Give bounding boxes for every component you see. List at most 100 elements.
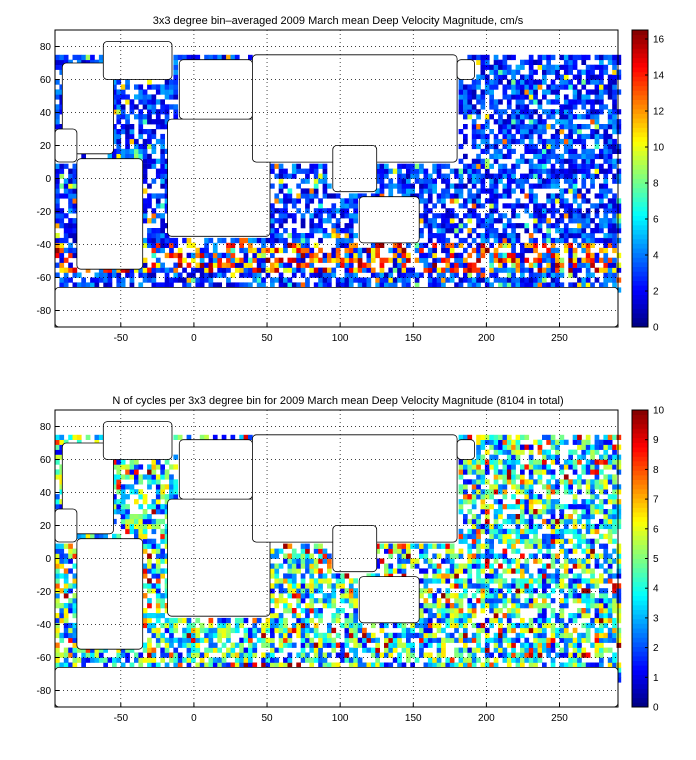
- bin-cell: [480, 588, 486, 594]
- bin-cell: [68, 558, 73, 564]
- bin-cell: [397, 183, 402, 189]
- bin-cell: [555, 613, 560, 619]
- bin-cell: [327, 257, 332, 263]
- bin-cell: [327, 208, 332, 214]
- bin-cell: [340, 257, 345, 263]
- bin-cell: [489, 208, 494, 214]
- bin-cell: [55, 613, 60, 619]
- bin-cell: [546, 183, 551, 189]
- bin-cell: [546, 153, 551, 160]
- bin-cell: [480, 454, 486, 460]
- bin-cell: [484, 469, 490, 475]
- bin-cell: [476, 163, 481, 169]
- bin-cell: [594, 129, 600, 135]
- bin-cell: [318, 272, 323, 278]
- bin-cell: [594, 54, 600, 61]
- bin-cell: [502, 637, 508, 643]
- bin-cell: [572, 114, 578, 120]
- bin-cell: [116, 533, 122, 540]
- bin-cell: [261, 282, 266, 288]
- bin-cell: [90, 59, 95, 65]
- bin-cell: [511, 558, 516, 564]
- bin-cell: [616, 148, 622, 154]
- bin-cell: [348, 218, 354, 224]
- bin-cell: [581, 237, 587, 244]
- bin-cell: [309, 188, 315, 194]
- bin-cell: [239, 282, 244, 288]
- bin-cell: [484, 223, 490, 229]
- bin-cell: [243, 647, 249, 653]
- bin-cell: [120, 514, 126, 520]
- bin-cell: [138, 84, 144, 90]
- bin-cell: [581, 578, 587, 584]
- bin-cell: [305, 168, 310, 174]
- bin-cell: [546, 603, 551, 609]
- bin-cell: [340, 208, 345, 214]
- bin-cell: [155, 233, 161, 239]
- bin-cell: [327, 277, 332, 283]
- bin-cell: [401, 252, 407, 259]
- bin-cell: [362, 642, 367, 648]
- bin-cell: [98, 434, 104, 440]
- bin-cell: [537, 257, 543, 263]
- bin-cell: [555, 538, 560, 544]
- bin-cell: [397, 252, 402, 259]
- bin-cell: [480, 69, 486, 75]
- bin-cell: [577, 489, 582, 495]
- bin-cell: [318, 632, 323, 639]
- bin-cell: [498, 598, 503, 604]
- bin-cell: [445, 163, 451, 169]
- bin-cell: [265, 657, 271, 663]
- bin-cell: [191, 647, 196, 653]
- bin-cell: [537, 444, 543, 450]
- bin-cell: [252, 272, 258, 278]
- bin-cell: [568, 158, 573, 164]
- bin-cell: [502, 228, 508, 234]
- bin-cell: [599, 573, 604, 579]
- bin-cell: [524, 583, 530, 589]
- bin-cell: [502, 504, 508, 510]
- bin-cell: [555, 158, 560, 164]
- bin-cell: [471, 237, 477, 244]
- bin-cell: [476, 129, 481, 135]
- bin-cell: [555, 454, 560, 460]
- bin-cell: [177, 642, 183, 648]
- colorbar-segment: [632, 215, 648, 221]
- bin-cell: [436, 642, 442, 648]
- bin-cell: [568, 464, 573, 470]
- bin-cell: [555, 208, 560, 214]
- bin-cell: [502, 267, 508, 273]
- bin-cell: [274, 193, 280, 199]
- bin-cell: [581, 563, 587, 569]
- bin-cell: [607, 188, 613, 194]
- bin-cell: [498, 484, 503, 490]
- bin-cell: [155, 119, 161, 125]
- bin-cell: [182, 237, 187, 244]
- bin-cell: [445, 593, 451, 599]
- bin-cell: [68, 183, 73, 189]
- bin-cell: [318, 642, 323, 648]
- bin-cell: [410, 543, 415, 549]
- bin-cell: [484, 479, 490, 485]
- bin-cell: [463, 237, 468, 244]
- bin-cell: [458, 277, 464, 283]
- bin-cell: [463, 459, 468, 465]
- bin-cell: [484, 168, 490, 174]
- bin-cell: [467, 518, 473, 525]
- bin-cell: [436, 652, 442, 658]
- bin-cell: [436, 588, 442, 594]
- bin-cell: [493, 257, 499, 263]
- bin-cell: [498, 59, 503, 65]
- bin-cell: [498, 257, 503, 263]
- bin-cell: [423, 252, 429, 259]
- bin-cell: [502, 583, 508, 589]
- bin-cell: [191, 622, 196, 629]
- bin-cell: [173, 272, 179, 278]
- bin-cell: [116, 509, 122, 515]
- bin-cell: [287, 198, 293, 204]
- bin-cell: [278, 617, 284, 624]
- colorbar-tick-label: 8: [653, 179, 659, 190]
- bin-cell: [142, 203, 148, 209]
- bin-cell: [226, 647, 231, 653]
- bin-cell: [594, 627, 600, 634]
